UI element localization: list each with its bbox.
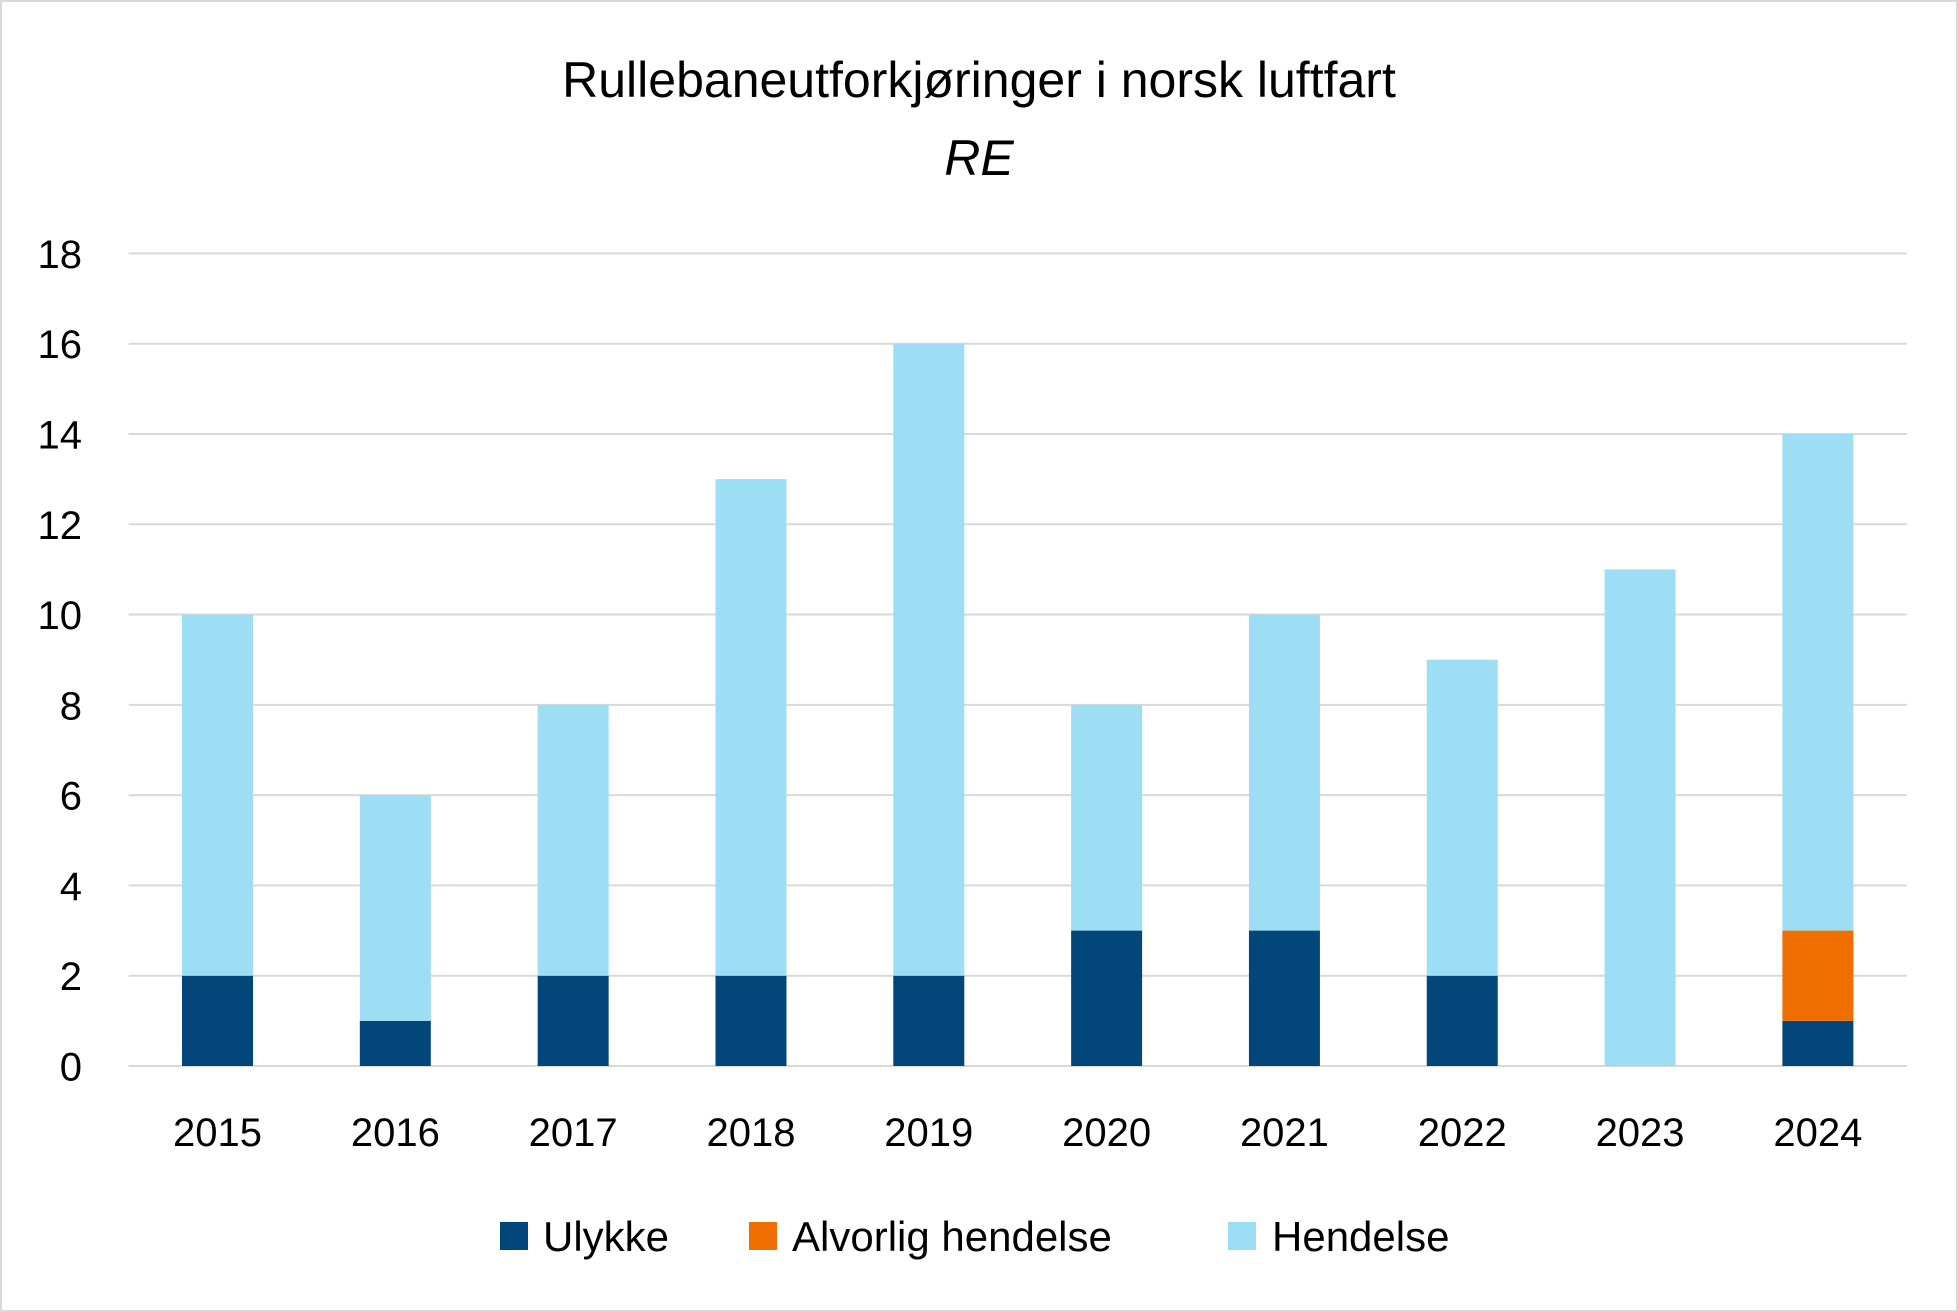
y-axis-tick-labels: 0 2 4 6 8 10 12 14 16 18 <box>38 233 83 1090</box>
y-tick-label: 4 <box>60 865 82 909</box>
y-tick-label: 16 <box>38 323 83 367</box>
bar-segment-hendelse-2019 <box>893 343 965 976</box>
legend-label: Ulykke <box>543 1213 669 1260</box>
x-tick-label: 2024 <box>1773 1111 1862 1155</box>
x-tick-label: 2019 <box>884 1111 973 1155</box>
bar-segment-hendelse-2024 <box>1782 433 1854 931</box>
legend-label: Hendelse <box>1272 1213 1449 1260</box>
bar-segment-ulykke-2024 <box>1782 1020 1854 1066</box>
bar-segment-hendelse-2017 <box>537 704 609 976</box>
bar-segment-ulykke-2016 <box>359 1020 431 1066</box>
y-tick-label: 8 <box>60 684 82 728</box>
bar-segment-ulykke-2015 <box>182 975 254 1066</box>
y-tick-label: 14 <box>38 413 83 457</box>
bar-segment-ulykke-2019 <box>893 975 965 1066</box>
bar-segment-hendelse-2022 <box>1426 659 1498 976</box>
y-tick-label: 0 <box>60 1046 82 1090</box>
chart-subtitle: RE <box>944 130 1014 186</box>
y-tick-label: 2 <box>60 955 82 999</box>
legend-swatch <box>1228 1222 1256 1250</box>
bar-segment-ulykke-2022 <box>1426 975 1498 1066</box>
y-tick-label: 18 <box>38 233 83 277</box>
y-tick-label: 6 <box>60 775 82 819</box>
bar-segment-ulykke-2020 <box>1071 930 1143 1066</box>
legend: Ulykke Alvorlig hendelse Hendelse <box>500 1213 1449 1260</box>
x-tick-label: 2017 <box>529 1111 618 1155</box>
bar-segment-hendelse-2015 <box>182 614 254 976</box>
x-tick-label: 2020 <box>1062 1111 1151 1155</box>
x-tick-label: 2021 <box>1240 1111 1329 1155</box>
bar-segment-hendelse-2016 <box>359 795 431 1021</box>
x-axis-tick-labels: 2015 2016 2017 2018 2019 2020 2021 2022 2023 2024 <box>173 1111 1862 1155</box>
legend-item: Ulykke <box>500 1213 669 1260</box>
bars <box>182 343 1854 1066</box>
x-tick-label: 2018 <box>706 1111 795 1155</box>
x-tick-label: 2016 <box>351 1111 440 1155</box>
legend-swatch <box>749 1222 777 1250</box>
legend-item: Alvorlig hendelse <box>749 1213 1112 1260</box>
x-tick-label: 2023 <box>1596 1111 1685 1155</box>
x-tick-label: 2015 <box>173 1111 262 1155</box>
y-tick-label: 10 <box>38 594 83 638</box>
bar-segment-alvorlig-hendelse-2024 <box>1782 930 1854 1021</box>
bar-segment-ulykke-2017 <box>537 975 609 1066</box>
bar-segment-ulykke-2021 <box>1248 930 1320 1066</box>
x-tick-label: 2022 <box>1418 1111 1507 1155</box>
bar-segment-hendelse-2020 <box>1071 704 1143 931</box>
bar-segment-hendelse-2021 <box>1248 614 1320 931</box>
bar-segment-hendelse-2018 <box>715 479 787 976</box>
y-tick-label: 12 <box>38 504 83 548</box>
legend-label: Alvorlig hendelse <box>792 1213 1112 1260</box>
bar-segment-ulykke-2018 <box>715 975 787 1066</box>
chart-title: Rullebaneutforkjøringer i norsk luftfart <box>562 52 1396 108</box>
legend-item: Hendelse <box>1228 1213 1449 1260</box>
bar-segment-hendelse-2023 <box>1604 569 1676 1066</box>
legend-swatch <box>500 1222 528 1250</box>
